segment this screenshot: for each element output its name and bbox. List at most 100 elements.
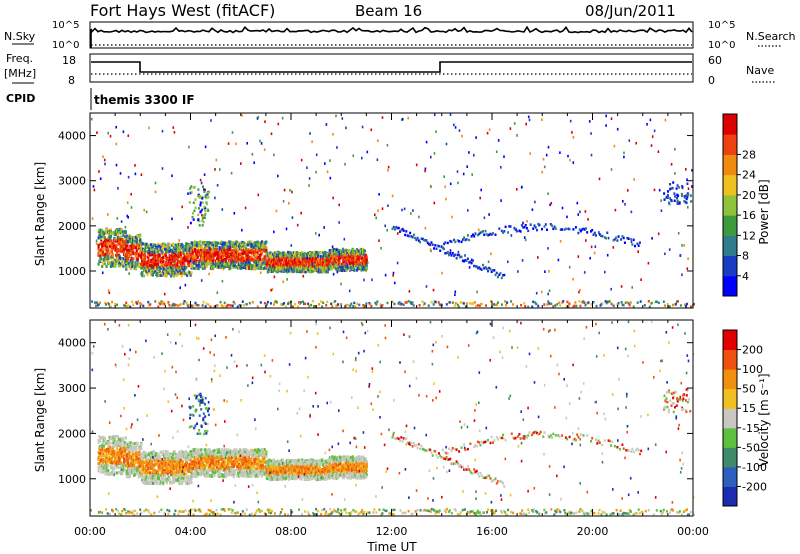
- trail-cell: [485, 267, 488, 270]
- echo-cell: [249, 263, 252, 267]
- sparse-cell: [479, 196, 481, 200]
- echo-cell: [309, 263, 312, 267]
- sparse-cell: [308, 177, 311, 180]
- sparse-cell: [340, 253, 343, 256]
- echo-cell: [151, 271, 154, 275]
- echo-cell: [287, 269, 291, 273]
- sparse-cell: [435, 130, 437, 133]
- echo-cell: [102, 233, 105, 236]
- echo-cell: [194, 249, 197, 253]
- echo-cell: [116, 447, 119, 451]
- ground-cell: [299, 302, 301, 305]
- ground-cell: [356, 302, 359, 305]
- echo-cell: [168, 250, 171, 254]
- ground-cell: [546, 303, 549, 306]
- trail-cell: [585, 227, 587, 230]
- trail-cell: [497, 275, 499, 279]
- echo-cell: [109, 240, 112, 244]
- ground-cell: [91, 300, 93, 303]
- trail-cell: [404, 233, 407, 237]
- ground-cell: [108, 303, 111, 306]
- trail-cell: [407, 234, 410, 238]
- ground-cell: [169, 305, 172, 309]
- trail-cell: [399, 230, 401, 233]
- trail-cell: [416, 236, 419, 240]
- echo-cell: [126, 461, 130, 465]
- echo-cell: [234, 245, 237, 249]
- trail-cell: [671, 186, 674, 190]
- ground-cell: [501, 303, 503, 306]
- echo-cell: [145, 266, 148, 270]
- sparse-cell: [178, 239, 181, 242]
- trail-cell: [483, 233, 486, 236]
- plume-cell: [197, 188, 200, 191]
- echo-cell: [132, 246, 135, 250]
- ground-cell: [318, 303, 321, 306]
- trail-cell: [482, 263, 484, 267]
- sparse-cell: [468, 151, 470, 154]
- echo-cell: [258, 249, 261, 253]
- sparse-cell: [627, 189, 629, 192]
- echo-cell: [310, 251, 313, 255]
- power-heatmap: [90, 113, 695, 309]
- echo-cell: [151, 273, 154, 277]
- trail-cell: [464, 238, 467, 242]
- echo-cell: [109, 234, 112, 238]
- echo-cell: [313, 263, 316, 267]
- ground-cell: [550, 302, 553, 306]
- echo-cell: [109, 228, 112, 232]
- echo-cell: [110, 453, 113, 457]
- trail-cell: [495, 271, 498, 275]
- ground-cell: [524, 305, 527, 308]
- sparse-cell: [510, 234, 513, 237]
- echo-cell: [117, 456, 120, 460]
- echo-cell: [119, 238, 122, 242]
- echo-cell: [266, 270, 269, 274]
- sparse-cell: [525, 122, 527, 126]
- echo-cell: [117, 459, 120, 463]
- echo-cell: [139, 463, 142, 467]
- plume-cell: [190, 191, 193, 194]
- ground-cell: [349, 304, 352, 308]
- echo-cell: [336, 249, 339, 252]
- ground-cell: [668, 305, 671, 308]
- echo-cell: [126, 257, 130, 261]
- echo-cell: [338, 262, 341, 266]
- trail-cell: [480, 268, 483, 271]
- ground-cell: [684, 303, 686, 306]
- echo-cell: [285, 259, 288, 263]
- echo-cell: [235, 265, 238, 269]
- echo-cell: [273, 268, 276, 272]
- trail-cell: [415, 238, 418, 242]
- ground-cell: [242, 304, 245, 307]
- echo-cell: [150, 263, 153, 267]
- trail-cell: [454, 253, 457, 256]
- echo-cell: [288, 251, 291, 255]
- ground-cell: [95, 304, 97, 307]
- ground-cell: [432, 303, 435, 306]
- echo-cell: [121, 471, 124, 475]
- ground-cell: [556, 303, 559, 306]
- echo-cell: [307, 251, 310, 255]
- echo-cell: [185, 265, 188, 269]
- echo-cell: [365, 261, 368, 264]
- echo-cell: [118, 451, 121, 455]
- echo-cell: [121, 450, 124, 454]
- ground-cell: [471, 302, 474, 305]
- echo-cell: [177, 272, 180, 276]
- sparse-cell: [291, 216, 294, 219]
- echo-cell: [167, 260, 170, 264]
- echo-cell: [128, 450, 131, 454]
- sparse-cell: [233, 212, 236, 215]
- sparse-cell: [270, 288, 272, 292]
- echo-cell: [262, 266, 265, 270]
- echo-cell: [135, 239, 138, 243]
- ground-cell: [690, 305, 692, 308]
- echo-cell: [141, 259, 144, 263]
- ground-cell: [307, 302, 310, 306]
- cpid-value: themis 3300 IF: [94, 93, 195, 107]
- echo-cell: [217, 265, 220, 269]
- sparse-cell: [691, 185, 693, 188]
- echo-cell: [197, 264, 200, 268]
- sparse-cell: [396, 261, 399, 265]
